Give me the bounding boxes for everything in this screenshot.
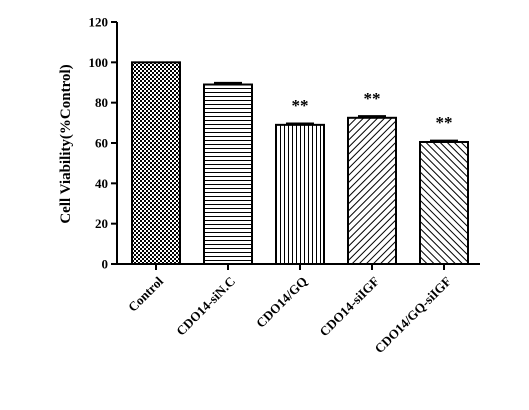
y-axis: 0 20 40 60 80 100 120: [89, 15, 118, 272]
y-axis-title: Cell Viability(%Control): [58, 64, 74, 223]
x-tick-label: CDO14/GQ: [253, 274, 310, 331]
x-tick-label: Control: [125, 273, 166, 314]
y-tick-label: 100: [89, 55, 109, 70]
y-tick-label: 0: [102, 257, 109, 272]
bars: ** ** **: [131, 61, 469, 266]
x-tick-label: CDO14-siN.C: [173, 274, 238, 339]
bar-5: [419, 140, 469, 265]
bar-4: [347, 116, 397, 265]
y-tick-label: 120: [89, 15, 109, 30]
category-labels: Control CDO14-siN.C CDO14/GQ CDO14-siIGFCDO…: [125, 273, 454, 356]
bar-1: [131, 61, 181, 266]
bar-3: [275, 123, 325, 265]
y-tick-label: 40: [95, 176, 108, 191]
y-tick-label: 80: [95, 95, 108, 110]
significance-label: **: [292, 96, 309, 115]
bar-2: [203, 83, 253, 266]
y-tick-label: 20: [95, 216, 108, 231]
y-tick-label: 60: [95, 136, 108, 151]
significance-label: **: [436, 113, 453, 132]
x-tick-label: CDO14/GQ-siIGF: [372, 273, 455, 356]
x-tick-label: CDO14-siIGF: [316, 273, 382, 339]
significance-label: **: [364, 89, 381, 108]
